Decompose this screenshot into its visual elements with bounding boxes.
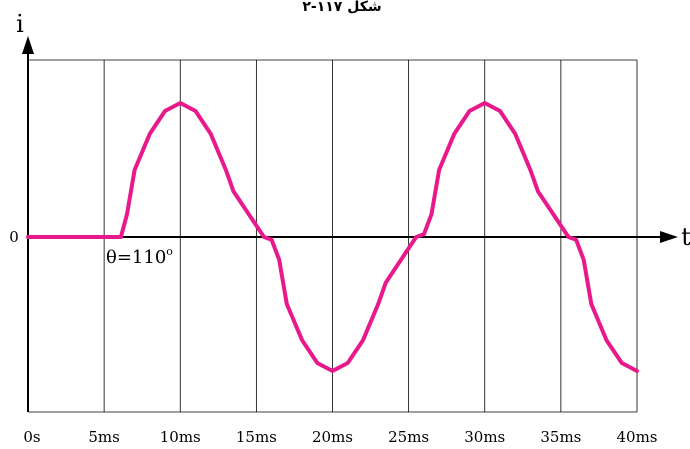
x-tick-label-6: 30ms [464, 428, 505, 446]
x-axis-arrow [660, 231, 678, 243]
x-tick-label-1: 5ms [88, 428, 119, 446]
x-tick-label-7: 35ms [540, 428, 581, 446]
x-tick-label-3: 15ms [236, 428, 277, 446]
theta-annotation-superscript: o [166, 245, 173, 258]
x-tick-label-0: 0s [23, 428, 40, 446]
x-tick-label-2: 10ms [160, 428, 201, 446]
figure-caption: شکل ۱۱۷-۲ [302, 0, 381, 15]
x-tick-labels: 0s 5ms 10ms 15ms 20ms 25ms 30ms 35ms 40ms [23, 428, 657, 446]
y-tick-label-0: 0 [9, 228, 19, 246]
x-tick-label-5: 25ms [388, 428, 429, 446]
series-line-0 [26, 101, 639, 373]
x-axis-label: t [681, 223, 690, 251]
y-axis-arrow [22, 36, 34, 54]
x-tick-label-4: 20ms [312, 428, 353, 446]
theta-annotation-text: θ=110 [106, 247, 166, 268]
y-tick-labels: 0 [9, 228, 19, 246]
theta-annotation: θ=110o [106, 245, 173, 268]
x-tick-label-8: 40ms [616, 428, 657, 446]
y-axis-label: i [16, 10, 24, 38]
series-layer [26, 101, 639, 373]
axes [22, 36, 678, 412]
